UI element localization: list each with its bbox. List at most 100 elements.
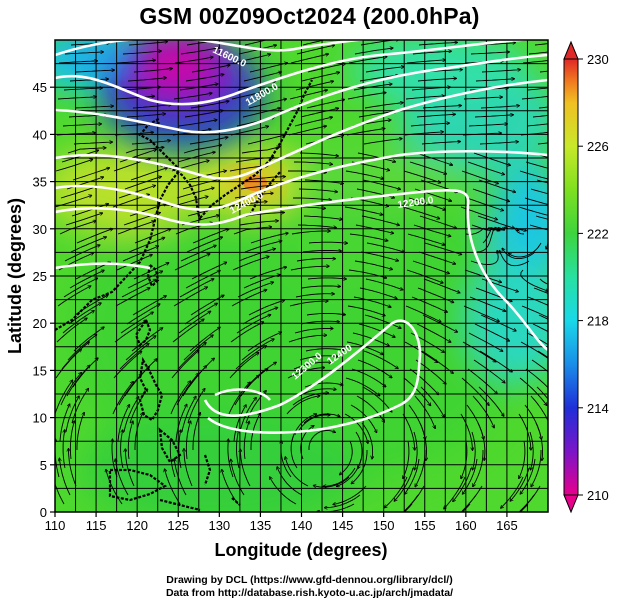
streamline	[462, 133, 501, 136]
streamline	[479, 350, 512, 372]
streamline	[307, 278, 346, 279]
streamline	[248, 99, 286, 109]
streamline	[406, 269, 443, 283]
streamline	[61, 342, 89, 370]
streamline	[480, 314, 516, 331]
streamline	[300, 321, 339, 325]
x-tick-label: 155	[414, 518, 436, 533]
streamline	[191, 262, 227, 280]
streamline	[528, 51, 548, 55]
streamline	[185, 271, 220, 289]
streamline	[519, 503, 529, 512]
streamline	[502, 248, 536, 260]
streamline	[349, 233, 388, 241]
x-axis-label: Longitude (degrees)	[214, 540, 387, 560]
streamline	[532, 323, 548, 333]
streamline	[174, 254, 210, 271]
streamline	[63, 278, 98, 298]
streamline	[470, 251, 498, 265]
streamline	[297, 415, 330, 433]
streamline	[69, 449, 77, 487]
streamline	[351, 368, 386, 387]
streamline	[247, 135, 285, 145]
streamline	[64, 52, 103, 55]
streamline	[348, 57, 387, 64]
streamline	[76, 229, 113, 244]
streamline	[250, 233, 288, 244]
streamline	[70, 237, 106, 253]
streamline	[188, 171, 226, 181]
colorbar-tick-label: 230	[587, 52, 609, 67]
streamline	[248, 300, 284, 316]
y-tick-label: 30	[33, 222, 47, 237]
streamline	[125, 147, 164, 154]
streamline	[323, 467, 356, 486]
streamline	[126, 114, 165, 118]
streamline	[305, 349, 344, 351]
streamline	[537, 142, 548, 145]
streamline	[473, 152, 510, 165]
streamline	[174, 459, 187, 496]
streamline	[306, 100, 345, 109]
streamline	[57, 97, 96, 100]
streamline	[293, 197, 331, 200]
streamline	[170, 381, 190, 415]
streamline	[520, 341, 548, 359]
streamline	[357, 152, 395, 162]
streamline	[403, 377, 431, 406]
x-axis: 110 115 120 125 130 135 140 145 150 155 160 165	[45, 512, 518, 533]
streamline	[477, 422, 485, 460]
streamline	[411, 296, 447, 312]
colorbar-tick-label: 218	[587, 314, 609, 329]
streamline	[520, 131, 548, 136]
streamline	[482, 227, 507, 244]
streamline	[116, 255, 152, 271]
streamline	[303, 215, 342, 219]
streamline	[463, 305, 499, 321]
streamline	[55, 159, 93, 172]
streamline	[129, 389, 148, 424]
streamline	[420, 386, 444, 417]
streamline	[189, 137, 228, 145]
streamline	[69, 79, 108, 82]
credit-data-source: Data from http://database.rish.kyoto-u.a…	[165, 587, 454, 599]
streamline	[421, 350, 453, 373]
streamline	[249, 63, 287, 73]
streamline	[288, 335, 327, 343]
streamline	[365, 278, 403, 290]
streamline	[134, 413, 143, 450]
streamline	[121, 87, 160, 91]
streamline	[55, 349, 81, 379]
streamline	[185, 74, 224, 82]
streamline	[231, 90, 269, 100]
streamline	[190, 295, 224, 316]
streamline	[115, 459, 129, 496]
streamline	[299, 152, 338, 156]
streamline	[419, 215, 456, 228]
streamline	[473, 450, 484, 487]
y-tick-label: 35	[33, 175, 47, 190]
streamline	[119, 150, 156, 163]
streamline	[530, 188, 548, 195]
streamline	[304, 382, 343, 388]
streamline	[178, 311, 211, 334]
streamline	[532, 114, 548, 118]
streamline	[304, 179, 343, 184]
streamline	[348, 269, 387, 278]
streamline	[236, 430, 240, 469]
x-tick-label: 165	[496, 518, 518, 533]
streamline	[177, 152, 215, 163]
streamline	[243, 72, 281, 82]
streamline	[235, 157, 274, 163]
streamline	[464, 269, 501, 282]
height-contours	[55, 40, 548, 434]
streamline	[299, 356, 338, 361]
streamline	[337, 458, 362, 486]
streamline	[192, 413, 200, 450]
streamline	[191, 65, 230, 73]
streamline	[287, 368, 325, 379]
streamline	[235, 346, 266, 370]
streamline	[236, 315, 271, 334]
streamline	[525, 161, 548, 169]
streamline	[478, 386, 504, 416]
